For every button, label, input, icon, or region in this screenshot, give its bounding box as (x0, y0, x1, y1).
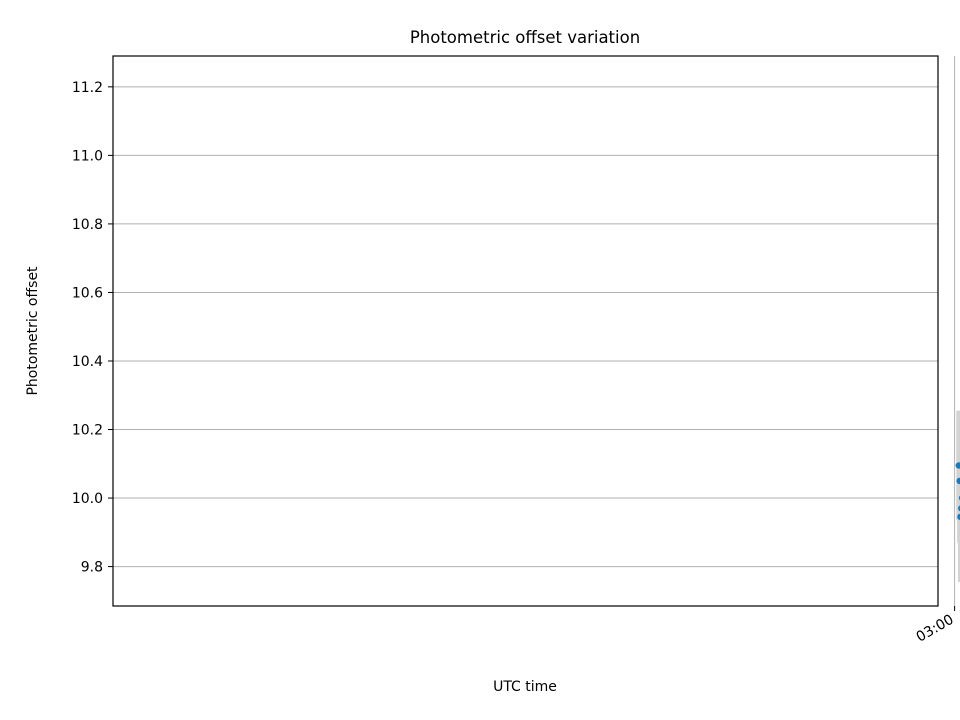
data-point (957, 513, 960, 521)
y-tick-label: 10.8 (72, 217, 103, 233)
y-axis-label: Photometric offset (25, 266, 41, 396)
data-point (956, 477, 960, 485)
plot-frame (112, 55, 939, 607)
y-tick-label: 11.0 (72, 148, 103, 164)
data-point (955, 462, 960, 469)
x-axis-label: UTC time (493, 679, 557, 695)
y-tick-label: 9.8 (81, 560, 103, 576)
y-tick-label: 10.0 (72, 491, 103, 507)
y-tick-label: 10.4 (72, 354, 103, 370)
grid (113, 56, 956, 606)
y-tick-label: 10.6 (72, 285, 103, 301)
y-tick-label: 10.2 (72, 423, 103, 439)
y-tick-label: 11.2 (72, 80, 103, 96)
chart-title: Photometric offset variation (410, 28, 640, 47)
y-axis: 9.8 10.0 10.2 10.4 10.6 10.8 11.0 11.2 (72, 80, 113, 576)
